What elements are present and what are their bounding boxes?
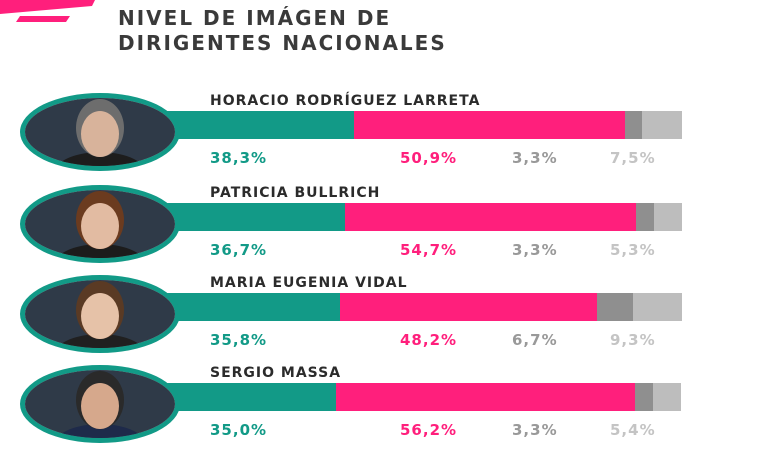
value-label-negative: 54,7% [400, 241, 458, 259]
bar-segment-positive [150, 293, 341, 321]
leader-photo [20, 185, 180, 263]
value-label-positive: 35,8% [210, 331, 268, 349]
stacked-bar [150, 383, 682, 411]
bar-segment-negative [353, 111, 625, 139]
bar-segment-negative [340, 293, 597, 321]
value-label-nc: 5,3% [610, 241, 656, 259]
leader-name: SERGIO MASSA [210, 365, 342, 381]
bar-segment-nc [652, 383, 682, 411]
value-label-nc: 9,3% [610, 331, 656, 349]
bar-segment-nc [642, 111, 682, 139]
leader-name: PATRICIA BULLRICH [210, 185, 381, 201]
bar-segment-nc [632, 293, 682, 321]
leader-name: HORACIO RODRÍGUEZ LARRETA [210, 93, 481, 109]
value-label-positive: 35,0% [210, 421, 268, 439]
bar-segment-positive [150, 203, 346, 231]
leader-name: MARIA EUGENIA VIDAL [210, 275, 408, 291]
chart-title-line-2: DIRIGENTES NACIONALES [118, 31, 447, 55]
chart-title-line-1: NIVEL DE IMÁGEN DE [118, 6, 392, 30]
value-label-nc: 5,4% [610, 421, 656, 439]
value-label-negative: 48,2% [400, 331, 458, 349]
value-label-negative: 50,9% [400, 149, 458, 167]
value-label-ns: 3,3% [512, 149, 558, 167]
leader-photo [20, 93, 180, 171]
bar-segment-ns [636, 203, 654, 231]
bar-segment-positive [150, 383, 337, 411]
value-label-ns: 6,7% [512, 331, 558, 349]
chart-row: MARIA EUGENIA VIDAL 35,8% 48,2% 6,7% 9,3% [0, 275, 760, 363]
bar-segment-ns [635, 383, 653, 411]
value-label-positive: 36,7% [210, 241, 268, 259]
value-label-ns: 3,3% [512, 241, 558, 259]
bar-segment-positive [150, 111, 354, 139]
value-label-negative: 56,2% [400, 421, 458, 439]
stacked-bar [150, 111, 682, 139]
chart-title: NIVEL DE IMÁGEN DE DIRIGENTES NACIONALES [118, 6, 447, 56]
chart-row: PATRICIA BULLRICH 36,7% 54,7% 3,3% 5,3% [0, 185, 760, 273]
value-label-ns: 3,3% [512, 421, 558, 439]
stacked-bar [150, 293, 682, 321]
stacked-bar [150, 203, 682, 231]
value-label-nc: 7,5% [610, 149, 656, 167]
bar-segment-nc [653, 203, 682, 231]
value-label-positive: 38,3% [210, 149, 268, 167]
bar-segment-negative [345, 203, 637, 231]
bar-segment-negative [336, 383, 636, 411]
brand-corner-mark [0, 0, 95, 22]
chart-row: SERGIO MASSA 35,0% 56,2% 3,3% 5,4% [0, 365, 760, 453]
bar-segment-ns [596, 293, 633, 321]
leader-photo [20, 365, 180, 443]
bar-segment-ns [624, 111, 643, 139]
leader-photo [20, 275, 180, 353]
chart-row: HORACIO RODRÍGUEZ LARRETA 38,3% 50,9% 3,3% 7… [0, 93, 760, 181]
